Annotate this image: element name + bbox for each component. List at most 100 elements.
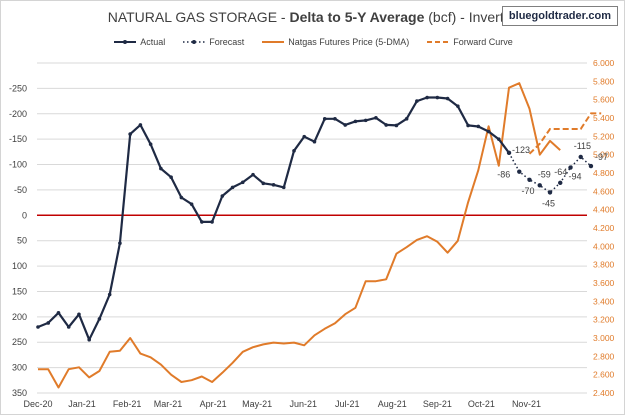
- actual-point-8: [118, 241, 122, 246]
- forecast-point-0: [506, 150, 512, 156]
- series-forward-line: [528, 112, 602, 155]
- left-tick-1: -200: [9, 109, 27, 119]
- actual-point-38: [425, 95, 429, 100]
- right-tick-4: 3.200: [593, 315, 615, 325]
- actual-point-19: [230, 185, 235, 190]
- right-tick-18: 6.000: [593, 58, 615, 68]
- actual-point-29: [333, 117, 337, 121]
- legend-label-forecast: Forecast: [209, 37, 245, 47]
- right-tick-0: 2.400: [593, 388, 615, 398]
- chart-title: NATURAL GAS STORAGE - Delta to 5-Y Avera…: [1, 9, 625, 25]
- data-label-8: -97: [595, 152, 608, 162]
- legend-swatch-actual: [114, 40, 137, 44]
- x-tick-0: Dec-20: [23, 399, 52, 409]
- legend-swatch-forward: [427, 41, 450, 43]
- actual-point-5: [87, 337, 91, 342]
- actual-point-34: [384, 123, 388, 127]
- actual-point-14: [179, 195, 184, 200]
- actual-point-2: [56, 310, 61, 315]
- forecast-point-3: [537, 183, 542, 188]
- right-tick-6: 3.600: [593, 278, 615, 288]
- right-tick-15: 5.400: [593, 113, 615, 123]
- x-tick-4: Apr-21: [200, 399, 227, 409]
- actual-point-22: [261, 181, 266, 186]
- actual-point-15: [189, 202, 194, 206]
- actual-point-27: [312, 139, 317, 144]
- legend-item-forward: Forward Curve: [427, 37, 513, 47]
- x-tick-1: Jan-21: [68, 399, 96, 409]
- actual-point-26: [302, 134, 307, 139]
- legend-label-price: Natgas Futures Price (5-DMA): [288, 37, 410, 47]
- data-label-2: -70: [522, 186, 535, 196]
- actual-point-7: [107, 292, 112, 297]
- actual-point-39: [435, 95, 440, 100]
- right-tick-1: 2.600: [593, 370, 615, 380]
- actual-point-28: [322, 117, 327, 121]
- left-tick-11: 300: [12, 363, 27, 373]
- actual-point-30: [343, 123, 348, 127]
- x-tick-5: May-21: [242, 399, 272, 409]
- actual-point-45: [497, 137, 501, 141]
- data-label-7: -115: [574, 141, 591, 151]
- actual-point-40: [445, 96, 450, 101]
- actual-point-33: [374, 116, 378, 120]
- actual-point-4: [77, 312, 81, 317]
- title-part-1: NATURAL GAS STORAGE -: [107, 9, 290, 25]
- x-tick-8: Aug-21: [378, 399, 407, 409]
- right-tick-17: 5.800: [593, 76, 615, 86]
- actual-point-9: [128, 132, 132, 136]
- legend-label-actual: Actual: [140, 37, 166, 47]
- actual-point-0: [36, 325, 40, 329]
- series-forecast-line: [508, 152, 592, 194]
- right-tick-10: 4.400: [593, 205, 615, 215]
- left-tick-4: -50: [14, 185, 27, 195]
- actual-point-41: [456, 104, 460, 108]
- right-tick-7: 3.800: [593, 260, 615, 270]
- actual-point-18: [220, 194, 225, 198]
- forecast-point-1: [517, 169, 522, 174]
- actual-point-44: [486, 129, 491, 134]
- left-tick-0: -250: [9, 83, 27, 93]
- actual-point-1: [46, 321, 51, 325]
- x-tick-9: Sep-21: [423, 399, 452, 409]
- actual-point-20: [241, 180, 245, 185]
- actual-point-3: [66, 325, 71, 329]
- right-tick-5: 3.400: [593, 296, 615, 306]
- right-tick-11: 4.600: [593, 186, 615, 196]
- actual-point-43: [476, 124, 481, 129]
- actual-point-25: [292, 149, 296, 153]
- legend-label-forward: Forward Curve: [453, 37, 513, 47]
- series-price-line: [38, 82, 561, 389]
- left-tick-6: 50: [17, 236, 27, 246]
- data-label-5: -64: [554, 167, 567, 177]
- forecast-point-5: [558, 180, 563, 186]
- actual-point-31: [353, 119, 358, 124]
- left-tick-5: 0: [22, 210, 27, 220]
- left-tick-12: 350: [12, 388, 27, 398]
- title-part-2: Delta to 5-Y Average: [289, 9, 425, 25]
- right-tick-8: 4.000: [593, 241, 615, 251]
- actual-point-32: [363, 118, 368, 123]
- left-tick-8: 150: [12, 286, 27, 296]
- legend-item-actual: Actual: [114, 37, 165, 47]
- actual-point-42: [466, 123, 470, 128]
- left-tick-10: 250: [12, 337, 27, 347]
- actual-point-24: [281, 185, 286, 190]
- x-tick-11: Nov-21: [512, 399, 541, 409]
- data-label-1: -86: [497, 170, 510, 180]
- actual-point-16: [200, 220, 204, 224]
- legend-item-price: Natgas Futures Price (5-DMA): [262, 37, 409, 47]
- forecast-point-6: [568, 165, 573, 170]
- right-tick-16: 5.600: [593, 95, 615, 105]
- x-tick-6: Jun-21: [289, 399, 317, 409]
- left-tick-9: 200: [12, 312, 27, 322]
- data-label-4: -45: [542, 198, 555, 208]
- actual-point-35: [394, 123, 399, 128]
- actual-point-21: [251, 172, 255, 177]
- left-tick-3: -100: [9, 160, 27, 170]
- actual-point-12: [159, 166, 163, 171]
- series-actual-line: [37, 96, 510, 341]
- x-tick-2: Feb-21: [113, 399, 142, 409]
- legend: Actual Forecast Natgas Futures Price (5-…: [1, 37, 625, 47]
